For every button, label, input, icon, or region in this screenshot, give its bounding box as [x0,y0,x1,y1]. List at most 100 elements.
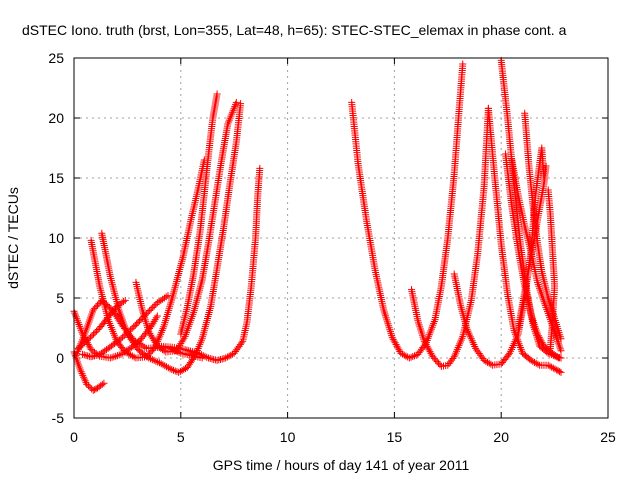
y-tick-label: 5 [56,290,64,306]
data-point [429,353,437,361]
data-point [121,348,129,356]
data-point [185,347,193,355]
data-point [125,327,133,335]
data-point [90,330,98,338]
data-point [556,368,564,376]
data-point [148,356,156,364]
data-point [146,329,154,337]
data-point [192,349,200,357]
data-point [151,338,159,346]
data-point [197,351,205,359]
data-point [157,296,165,304]
data-point [92,303,100,311]
data-point [91,386,99,394]
data-point [83,380,91,388]
data-point [131,321,139,329]
data-point [557,335,565,343]
data-point [161,362,169,370]
data-point [146,307,154,315]
data-point [93,327,101,335]
data-point [86,383,94,391]
x-tick-label: 0 [70,429,78,445]
plot-frame [73,57,609,419]
data-point [149,335,157,343]
data-point [89,306,97,314]
data-point [459,60,467,68]
data-point [538,339,546,347]
data-point [148,346,156,354]
data-point [150,337,158,345]
data-point [88,332,96,340]
data-point [133,320,141,328]
data-point [113,352,121,360]
data-series [177,90,221,338]
data-point [537,337,545,345]
data-point [147,305,155,313]
data-point [119,333,127,341]
data-point [150,317,158,325]
data-point [150,302,158,310]
data-point [170,366,178,374]
data-point [93,301,101,309]
data-point [232,98,240,106]
y-tick-label: 25 [48,50,64,66]
x-tick-label: 5 [177,429,185,445]
data-series [514,162,550,332]
data-point [148,333,156,341]
data-point [432,356,440,364]
data-point [154,358,162,366]
data-point [149,303,157,311]
data-point [128,324,136,332]
data-point [556,343,564,351]
x-tick-label: 15 [387,429,403,445]
data-point [542,162,550,170]
data-point [110,353,118,361]
data-point [120,298,128,306]
data-point [487,360,495,368]
data-point [178,338,186,346]
data-point [529,317,537,325]
data-point [95,300,103,308]
y-tick-label: -5 [52,410,65,426]
data-point [164,292,172,300]
data-series [484,104,565,376]
data-point [155,359,163,367]
data-point [145,354,153,362]
data-point [238,339,246,347]
data-point [141,343,149,351]
data-point [83,336,91,344]
data-point [199,352,207,360]
data-point [123,329,131,337]
data-point [130,323,138,331]
data-point [436,361,444,369]
data-point [430,354,438,362]
data-point [194,349,202,357]
data-point [203,353,211,361]
data-point [135,340,143,348]
x-tick-label: 25 [600,429,616,445]
data-point [535,333,543,341]
data-point [147,355,155,363]
data-point [122,330,130,338]
chart-title: dSTEC Iono. truth (brst, Lon=355, Lat=48… [22,22,567,38]
data-point [153,299,161,307]
data-point [76,366,84,374]
data-series [74,296,129,352]
data-point [86,333,94,341]
data-point [557,347,565,355]
data-point [534,360,542,368]
data-point [553,366,561,374]
data-point [256,164,264,172]
data-point [551,365,559,373]
data-point [147,331,155,339]
data-point [188,348,196,356]
data-series [79,292,172,361]
data-point [183,346,191,354]
data-point [153,312,161,320]
data-point [145,328,153,336]
data-series [98,100,245,376]
data-point [405,354,413,362]
data-point [150,356,158,364]
data-point [128,352,136,360]
